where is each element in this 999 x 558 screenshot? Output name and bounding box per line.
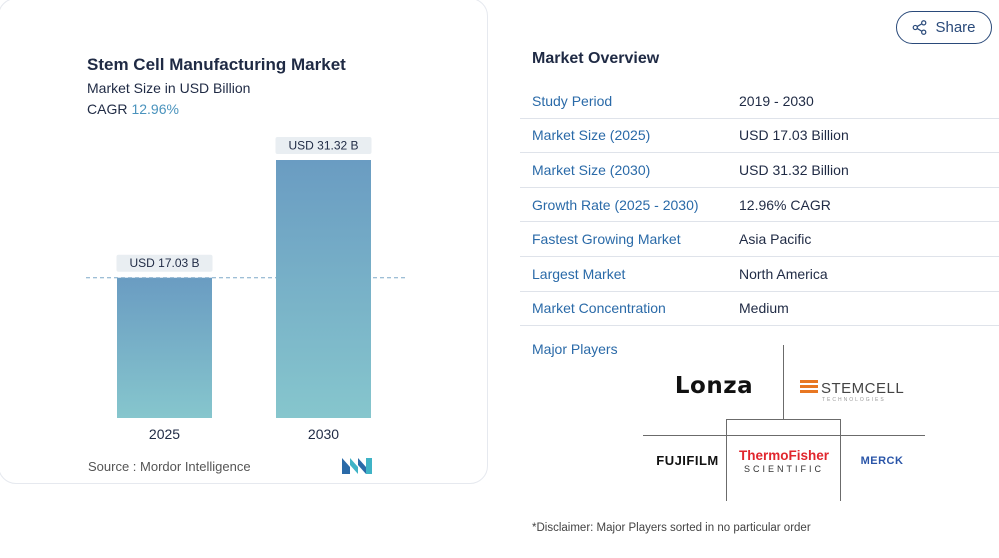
grid-divider bbox=[840, 419, 841, 501]
overview-row-label: Study Period bbox=[532, 92, 613, 109]
overview-row-value: Medium bbox=[739, 300, 789, 317]
overview-row-value: North America bbox=[739, 265, 828, 282]
chart-card bbox=[0, 0, 488, 484]
grid-divider bbox=[643, 435, 925, 436]
data-label-box bbox=[116, 254, 213, 272]
overview-row: Study Period 2019 - 2030 bbox=[520, 84, 999, 119]
overview-table: Study Period 2019 - 2030 Market Size (2025… bbox=[520, 84, 999, 327]
thermofisher-name: ThermoFisher bbox=[738, 448, 830, 463]
data-label: USD 17.03 B bbox=[129, 256, 199, 270]
cagr-label: CAGR bbox=[87, 101, 128, 117]
share-icon bbox=[913, 20, 927, 35]
overview-row: Market Size (2030) USD 31.32 Billion bbox=[520, 153, 999, 188]
category-label: 2030 bbox=[308, 426, 339, 442]
bar-2025 bbox=[117, 277, 212, 418]
bar-chart: USD 17.03 B 2025 USD 31.32 B 2030 bbox=[86, 137, 405, 442]
overview-row-label: Growth Rate (2025 - 2030) bbox=[532, 196, 699, 213]
overview-row-label: Fastest Growing Market bbox=[532, 231, 681, 248]
stemcell-sub: TECHNOLOGIES bbox=[822, 396, 886, 403]
lonza-logo: Lonza bbox=[674, 373, 754, 399]
overview-row-label: Market Size (2025) bbox=[532, 127, 651, 144]
overview-title: Market Overview bbox=[532, 50, 660, 67]
share-button[interactable]: Share bbox=[896, 11, 992, 44]
overview-row-label: Market Concentration bbox=[532, 300, 666, 317]
grid-divider bbox=[726, 419, 840, 420]
grid-divider bbox=[726, 419, 727, 501]
data-label: USD 31.32 B bbox=[288, 139, 358, 153]
bar-2030 bbox=[276, 160, 371, 418]
overview-row: Market Size (2025) USD 17.03 Billion bbox=[520, 119, 999, 154]
mordor-logo-icon bbox=[342, 458, 372, 474]
overview-row-value: USD 31.32 Billion bbox=[739, 161, 849, 178]
stemcell-mark-icon bbox=[800, 380, 818, 393]
grid-divider bbox=[783, 345, 784, 419]
fujifilm-logo: FUJIFILM bbox=[656, 452, 719, 468]
overview-row-label: Market Size (2030) bbox=[532, 161, 651, 178]
data-label-box bbox=[275, 137, 372, 154]
overview-row-label: Largest Market bbox=[532, 265, 626, 282]
overview-row-value: USD 17.03 Billion bbox=[739, 127, 849, 144]
cagr-value: 12.96% bbox=[131, 101, 179, 117]
major-players-title: Major Players bbox=[532, 341, 618, 357]
chart-title: Stem Cell Manufacturing Market bbox=[87, 55, 346, 74]
overview-row-value: 2019 - 2030 bbox=[739, 92, 814, 109]
major-players-grid: Lonza STEMCELL TECHNOLOGIES FUJIFILM The… bbox=[640, 345, 925, 505]
share-label: Share bbox=[935, 19, 976, 36]
overview-row: Growth Rate (2025 - 2030) 12.96% CAGR bbox=[520, 188, 999, 223]
overview-row: Fastest Growing Market Asia Pacific bbox=[520, 222, 999, 257]
cagr-line: CAGR 12.96% bbox=[87, 101, 179, 117]
thermofisher-sub: SCIENTIFIC bbox=[743, 464, 824, 474]
overview-row-value: 12.96% CAGR bbox=[739, 196, 831, 213]
category-label: 2025 bbox=[149, 426, 180, 442]
overview-row-value: Asia Pacific bbox=[739, 231, 812, 248]
merck-logo: MERCK bbox=[860, 455, 904, 467]
stemcell-logo: STEMCELL TECHNOLOGIES bbox=[800, 375, 920, 407]
disclaimer: *Disclaimer: Major Players sorted in no … bbox=[532, 522, 811, 534]
chart-subtitle: Market Size in USD Billion bbox=[87, 80, 251, 96]
overview-row: Market Concentration Medium bbox=[520, 292, 999, 327]
stemcell-name: STEMCELL bbox=[821, 379, 905, 397]
chart-source: Source : Mordor Intelligence bbox=[88, 459, 251, 474]
thermofisher-logo: ThermoFisher SCIENTIFIC bbox=[728, 445, 840, 479]
overview-row: Largest Market North America bbox=[520, 257, 999, 292]
